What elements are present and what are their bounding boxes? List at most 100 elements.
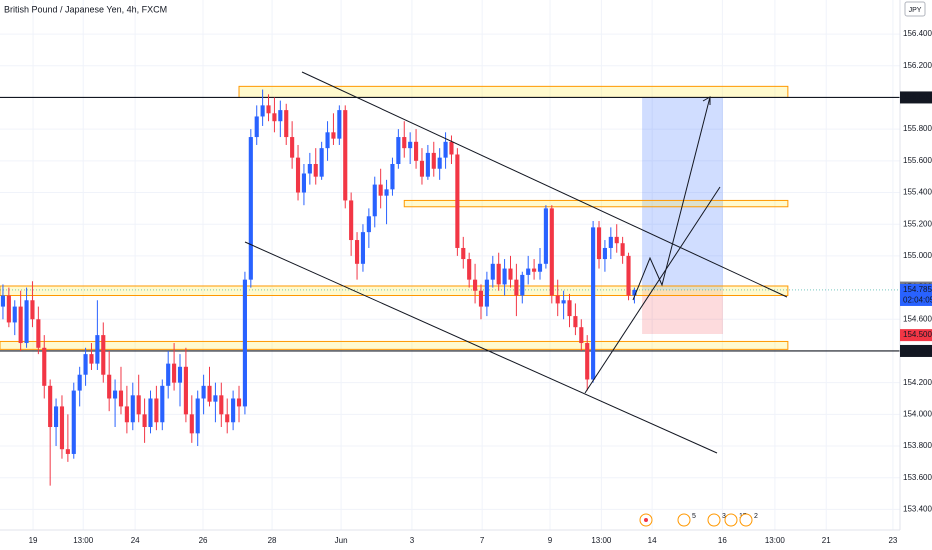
candle-body	[579, 327, 584, 344]
candle-body	[142, 414, 147, 428]
price-label-box	[900, 283, 932, 296]
x-tick-label: 7	[480, 536, 485, 545]
candle-body	[591, 227, 596, 380]
chart-title: British Pound / Japanese Yen, 4h, FXCM	[4, 4, 167, 14]
candle-body	[337, 110, 342, 139]
candle-body	[632, 289, 637, 296]
y-tick-label: 155.200	[903, 219, 932, 228]
candle-body	[118, 390, 124, 407]
candle-body	[431, 152, 436, 169]
candle-body	[496, 263, 501, 285]
candle-body	[354, 240, 360, 264]
candle-body	[537, 263, 543, 272]
y-tick-label: 153.600	[903, 473, 932, 482]
candle-body	[36, 319, 41, 348]
projection-path	[632, 96, 711, 301]
price-label: 154.500	[903, 330, 932, 339]
candle-body	[89, 354, 94, 364]
candle-body	[236, 398, 242, 407]
candle-body	[177, 366, 183, 383]
candle-body	[620, 243, 625, 256]
x-tick-label: 14	[648, 536, 657, 545]
candle-body	[154, 398, 159, 423]
candle-body	[278, 110, 283, 122]
y-tick-label: 156.400	[903, 29, 932, 38]
y-tick-label: 153.400	[903, 505, 932, 514]
price-label-box	[900, 91, 932, 104]
candle-body	[148, 398, 153, 428]
candle-body	[555, 295, 560, 304]
y-tick-label: 154.200	[903, 378, 932, 387]
candle-body	[325, 132, 330, 149]
candle-body	[467, 259, 472, 280]
candle-body	[449, 141, 454, 155]
event-icon	[724, 513, 738, 527]
y-tick-label: 155.400	[903, 188, 932, 197]
candle-body	[183, 366, 188, 415]
candle-body	[48, 385, 53, 428]
price-label-box	[900, 344, 932, 357]
candle-body	[160, 385, 165, 423]
x-tick-label: 13:00	[73, 536, 94, 545]
candle-body	[301, 173, 306, 193]
x-tick-label: 23	[888, 536, 897, 545]
y-tick-label: 156.200	[903, 61, 932, 70]
candle-body	[573, 316, 578, 328]
y-tick-label: 153.800	[903, 441, 932, 450]
candle-body	[77, 374, 82, 391]
candle-body	[473, 279, 478, 291]
target-zone	[642, 97, 723, 290]
candle-body	[295, 157, 301, 193]
currency-box[interactable]	[904, 1, 926, 17]
candle-body	[390, 163, 395, 190]
trend-line	[584, 186, 721, 394]
candle-body	[266, 105, 271, 114]
candle-body	[107, 374, 112, 399]
countdown: 02:04:05	[903, 296, 932, 305]
x-tick-label: 28	[268, 536, 277, 545]
candle-body	[130, 395, 135, 423]
candle-body	[437, 157, 442, 169]
candle-body	[543, 208, 548, 264]
zone	[0, 340, 789, 350]
candle-body	[42, 347, 47, 386]
candle-body	[83, 354, 88, 375]
candle-body	[71, 390, 76, 454]
x-tick-label: 13:00	[765, 536, 786, 545]
candle-body	[425, 152, 430, 177]
candle-body	[201, 385, 206, 399]
candle-body	[113, 390, 118, 399]
y-tick-label: 154.600	[903, 314, 932, 323]
candle-body	[419, 160, 425, 177]
candle-body	[225, 414, 230, 423]
candle-body	[313, 163, 318, 177]
currency: JPY	[909, 7, 922, 14]
candle-body	[24, 300, 29, 344]
candle-body	[65, 449, 70, 454]
candle-body	[349, 200, 354, 241]
price-label-box	[900, 329, 932, 342]
countdown-box	[900, 294, 932, 306]
x-tick-label: 19	[29, 536, 38, 545]
event-count: 5	[692, 513, 696, 520]
plot-area	[0, 0, 900, 530]
x-tick-label: 21	[822, 536, 831, 545]
event-icon	[707, 513, 721, 527]
candle-body	[455, 154, 460, 248]
candle-body	[272, 113, 277, 122]
candle-body	[254, 116, 259, 138]
candle-body	[6, 295, 11, 323]
zone	[0, 285, 789, 297]
candle-body	[532, 268, 537, 272]
candle-body	[95, 335, 100, 364]
candle-body	[602, 247, 607, 260]
arrow-head	[702, 96, 711, 105]
candle-body	[608, 236, 613, 248]
candle-body	[478, 290, 484, 307]
channel-top	[301, 71, 788, 298]
candle-body	[484, 279, 489, 307]
y-tick-label: 155.600	[903, 156, 932, 165]
candle-body	[372, 184, 377, 217]
candle-body	[567, 300, 572, 317]
